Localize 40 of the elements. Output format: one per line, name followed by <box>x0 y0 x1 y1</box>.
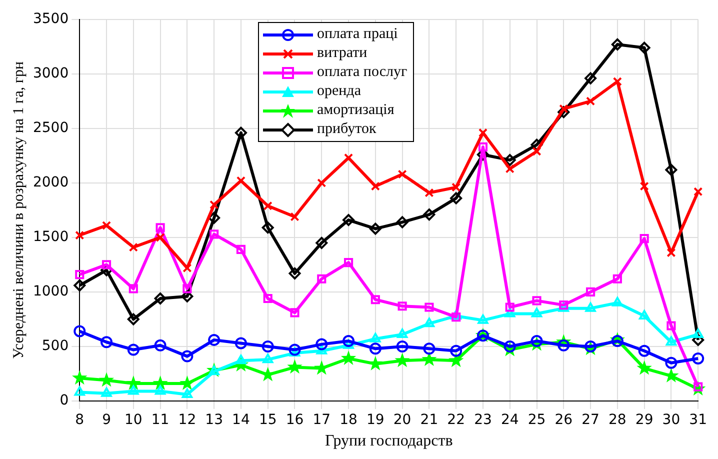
y-tick-label: 500 <box>42 338 69 354</box>
x-tick-label: 15 <box>258 412 277 428</box>
legend-label: оплата послуг <box>317 63 408 82</box>
x-tick-label: 17 <box>312 412 331 428</box>
x-axis-title: Групи господарств <box>324 432 454 450</box>
x-tick-label: 18 <box>340 412 358 428</box>
x-tick-label: 13 <box>205 412 223 428</box>
legend-label: прибуток <box>317 120 376 139</box>
x-tick-label: 23 <box>474 412 492 428</box>
x-tick-label: 26 <box>554 412 573 428</box>
x-tick-label: 8 <box>75 412 84 428</box>
x-tick-label: 30 <box>662 412 680 428</box>
x-tick-label: 12 <box>178 412 196 428</box>
x-tick-label: 31 <box>689 412 708 428</box>
x-tick-label: 27 <box>582 412 600 428</box>
legend-label: оплата праці <box>317 25 398 44</box>
x-tick-label: 29 <box>635 412 654 428</box>
x-tick-label: 9 <box>102 412 111 428</box>
x-tick-label: 21 <box>420 412 438 428</box>
y-tick-label: 3000 <box>32 66 69 82</box>
y-tick-label: 2500 <box>32 120 69 136</box>
y-tick-label: 1500 <box>32 229 69 246</box>
x-tick-label: 28 <box>608 412 626 428</box>
y-tick-label: 3500 <box>32 11 69 28</box>
x-tick-label: 19 <box>366 412 384 428</box>
legend-label: витрати <box>317 44 368 63</box>
x-tick-label: 20 <box>393 412 412 428</box>
y-tick-label: 1000 <box>32 284 69 300</box>
x-tick-label: 16 <box>286 412 304 428</box>
y-axis-title: Усереднені величини в розрахунку на 1 га, грн <box>10 61 27 359</box>
legend-label: амортизація <box>317 101 394 120</box>
x-tick-label: 25 <box>528 412 546 428</box>
y-tick-label: 2000 <box>32 174 69 191</box>
legend-label: оренда <box>317 82 361 101</box>
y-tick-label: 0 <box>60 392 69 409</box>
x-tick-label: 11 <box>151 412 170 428</box>
x-tick-label: 14 <box>232 412 250 428</box>
x-tick-label: 22 <box>447 412 465 428</box>
x-tick-label: 24 <box>500 412 519 428</box>
x-tick-label: 10 <box>124 412 142 428</box>
